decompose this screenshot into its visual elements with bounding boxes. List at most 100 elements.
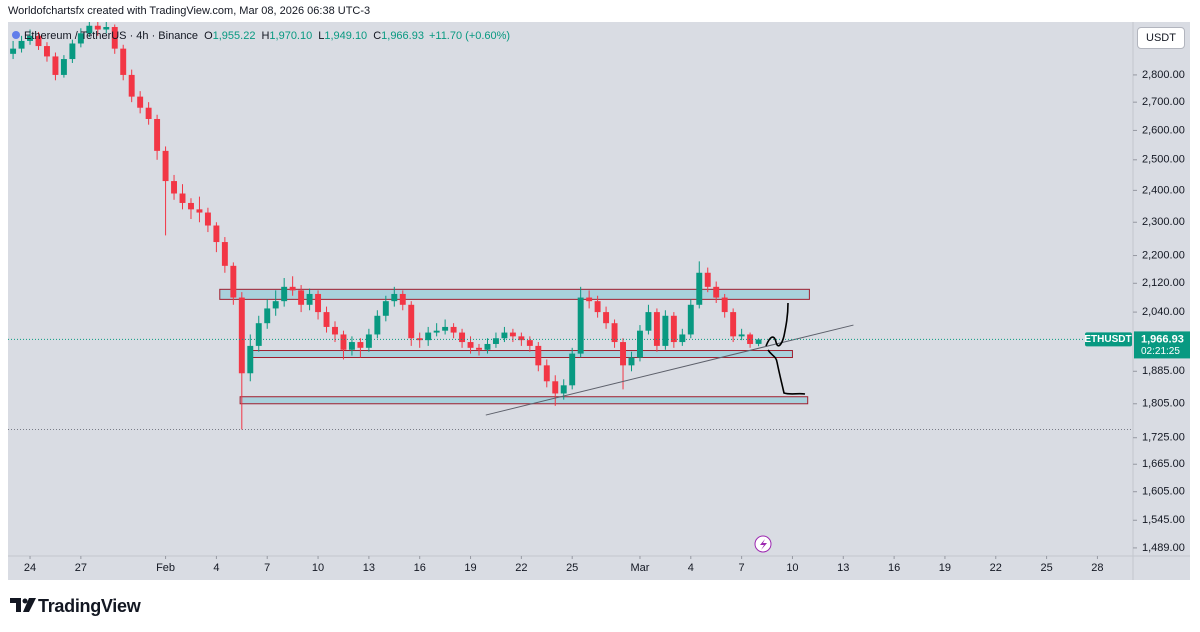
candle-body — [281, 286, 288, 302]
x-tick-label: 25 — [1040, 562, 1052, 574]
legend-value: 1,970.10 — [269, 30, 313, 42]
candle-body — [289, 286, 296, 291]
brand-logo — [10, 598, 36, 612]
candle-body — [357, 342, 364, 348]
candle-body — [204, 212, 211, 226]
plot-area — [8, 22, 1133, 431]
candle-body — [188, 202, 194, 210]
candle-body — [247, 345, 254, 374]
candle-body — [738, 334, 745, 337]
candle-body — [620, 342, 626, 366]
x-tick-label: 16 — [414, 562, 426, 574]
symbol: Ethereum / TetherUS · 4h · Binance — [24, 30, 199, 42]
candle-body — [425, 332, 432, 341]
x-tick-label: 24 — [24, 562, 36, 574]
candle-body — [179, 193, 186, 203]
axes: 2,800.00 2,700.00 2,600.00 2,500.00 2,400.00… — [24, 69, 1190, 574]
candle-body — [679, 334, 686, 343]
y-tick-label: 2,700.00 — [1142, 96, 1185, 108]
candle-body — [399, 293, 406, 305]
y-tick-label: 1,885.00 — [1142, 365, 1185, 377]
candle-body — [747, 334, 754, 344]
legend-value: 1,955.22 — [212, 30, 256, 42]
y-tick-label: 1,725.00 — [1142, 432, 1185, 444]
legend-key: H — [261, 30, 270, 42]
x-tick-label: 4 — [213, 562, 219, 574]
legend-key: L — [318, 30, 325, 42]
candle-body — [171, 181, 178, 194]
candle-body — [10, 48, 17, 54]
x-tick-label: 13 — [837, 562, 849, 574]
last-price-box — [1134, 331, 1190, 359]
y-tick-label: 2,500.00 — [1142, 154, 1185, 166]
candle-body — [111, 27, 118, 49]
candle-body — [603, 312, 610, 324]
candle-body — [103, 27, 110, 30]
candle-body — [442, 326, 449, 331]
last-price-label: 1,966.93 — [1141, 333, 1184, 345]
x-tick-label: 13 — [363, 562, 375, 574]
x-tick-label: 22 — [515, 562, 527, 574]
zone — [239, 396, 809, 405]
candle-body — [560, 385, 567, 394]
candle-body — [484, 343, 491, 350]
currency-button[interactable]: USDT — [1137, 27, 1185, 49]
candle-body — [713, 286, 720, 298]
candle-body — [433, 330, 440, 333]
candle-body — [577, 297, 584, 354]
y-tick-label: 2,120.00 — [1142, 277, 1185, 289]
candle-body — [94, 25, 101, 30]
candle-body — [60, 59, 67, 75]
candle-body — [653, 312, 660, 346]
candle-body — [365, 334, 372, 348]
candle-body — [162, 150, 169, 182]
countdown-label: 02:21:25 — [1141, 346, 1180, 357]
zone — [251, 350, 793, 359]
legend: Ethereum / TetherUS · 4h · Binance O1,955… — [12, 30, 510, 42]
candle-body — [52, 56, 59, 75]
candle-body — [35, 35, 42, 47]
candle-body — [552, 381, 559, 394]
candle-body — [501, 332, 508, 339]
legend-value: 1,949.10 — [324, 30, 368, 42]
candle-body — [696, 272, 703, 305]
x-tick-label: 10 — [786, 562, 798, 574]
chart-background — [8, 22, 1190, 580]
x-tick-label: 10 — [312, 562, 324, 574]
candle-body — [69, 43, 76, 60]
y-tick-label: 2,200.00 — [1142, 249, 1185, 261]
candle-body — [594, 301, 601, 313]
legend-key: O — [204, 30, 213, 42]
candle-body — [645, 312, 652, 331]
candle-body — [476, 347, 482, 350]
candle-body — [637, 330, 643, 358]
x-tick-label: Mar — [630, 562, 649, 574]
candle-body — [221, 242, 228, 266]
y-tick-label: 1,489.00 — [1142, 542, 1185, 554]
candle-body — [611, 323, 618, 343]
candle-body — [382, 301, 389, 316]
candle-body — [374, 315, 381, 335]
legend-key: C — [373, 30, 382, 42]
x-tick-label: 28 — [1091, 562, 1103, 574]
candle-body — [670, 315, 677, 343]
candle-body — [137, 96, 144, 108]
x-tick-label: 27 — [75, 562, 87, 574]
candle-body — [662, 315, 669, 346]
candle-body — [272, 301, 279, 309]
x-tick-label: 4 — [688, 562, 694, 574]
candle-body — [120, 48, 127, 75]
candle-body — [467, 342, 474, 348]
candle-body — [27, 35, 33, 41]
candle-body — [492, 338, 499, 344]
candle-body — [348, 342, 355, 350]
freehand-down — [767, 349, 806, 395]
candle-body — [44, 46, 50, 57]
candle-body — [450, 326, 457, 333]
x-tick-label: 22 — [990, 562, 1002, 574]
candle-body — [509, 332, 516, 337]
y-tick-label: 2,400.00 — [1142, 184, 1185, 196]
candle-body — [687, 304, 694, 335]
x-tick-label: 19 — [939, 562, 951, 574]
